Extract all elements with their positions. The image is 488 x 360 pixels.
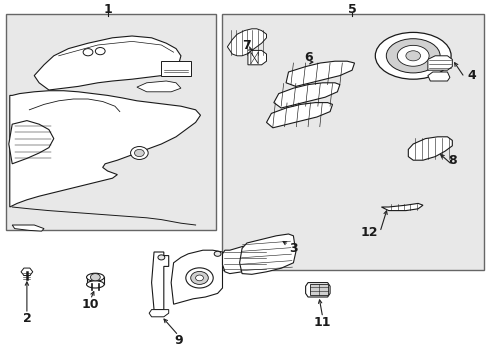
Text: 10: 10 xyxy=(81,298,99,311)
Polygon shape xyxy=(151,252,168,310)
Polygon shape xyxy=(222,245,266,274)
Ellipse shape xyxy=(375,32,450,79)
Circle shape xyxy=(190,271,208,284)
Polygon shape xyxy=(239,234,295,274)
Circle shape xyxy=(195,275,203,281)
Text: 6: 6 xyxy=(303,51,312,64)
Polygon shape xyxy=(227,29,266,56)
Polygon shape xyxy=(21,268,33,275)
Text: 4: 4 xyxy=(467,69,475,82)
Circle shape xyxy=(130,147,148,159)
Polygon shape xyxy=(266,103,332,128)
Circle shape xyxy=(83,49,93,56)
Polygon shape xyxy=(285,61,354,86)
Ellipse shape xyxy=(405,51,420,61)
Circle shape xyxy=(95,48,105,55)
Text: 7: 7 xyxy=(242,39,251,51)
Polygon shape xyxy=(305,283,329,297)
Polygon shape xyxy=(10,91,200,207)
Polygon shape xyxy=(247,50,266,65)
Text: 5: 5 xyxy=(347,3,356,15)
Ellipse shape xyxy=(86,281,104,288)
Text: 2: 2 xyxy=(22,312,31,325)
Polygon shape xyxy=(427,56,451,70)
Text: 1: 1 xyxy=(103,3,112,15)
Text: 12: 12 xyxy=(360,226,377,239)
Polygon shape xyxy=(171,250,222,304)
Polygon shape xyxy=(149,310,168,317)
Polygon shape xyxy=(137,81,181,92)
Polygon shape xyxy=(427,72,449,81)
Ellipse shape xyxy=(386,39,439,73)
Bar xyxy=(6,14,216,230)
Circle shape xyxy=(134,149,144,157)
Circle shape xyxy=(214,251,221,256)
Ellipse shape xyxy=(396,45,428,66)
Circle shape xyxy=(90,274,100,281)
Circle shape xyxy=(158,255,164,260)
Polygon shape xyxy=(86,277,104,284)
Polygon shape xyxy=(34,36,181,90)
Text: 3: 3 xyxy=(288,242,297,255)
Text: 9: 9 xyxy=(174,334,183,347)
Polygon shape xyxy=(381,203,422,211)
Text: 11: 11 xyxy=(313,316,331,329)
Bar xyxy=(222,14,483,270)
Bar xyxy=(161,61,190,76)
Polygon shape xyxy=(273,83,339,108)
Text: 8: 8 xyxy=(447,154,456,167)
Polygon shape xyxy=(12,225,44,231)
Bar xyxy=(309,284,327,295)
Polygon shape xyxy=(407,137,451,160)
Ellipse shape xyxy=(86,273,104,281)
Circle shape xyxy=(185,268,213,288)
Polygon shape xyxy=(9,121,54,164)
